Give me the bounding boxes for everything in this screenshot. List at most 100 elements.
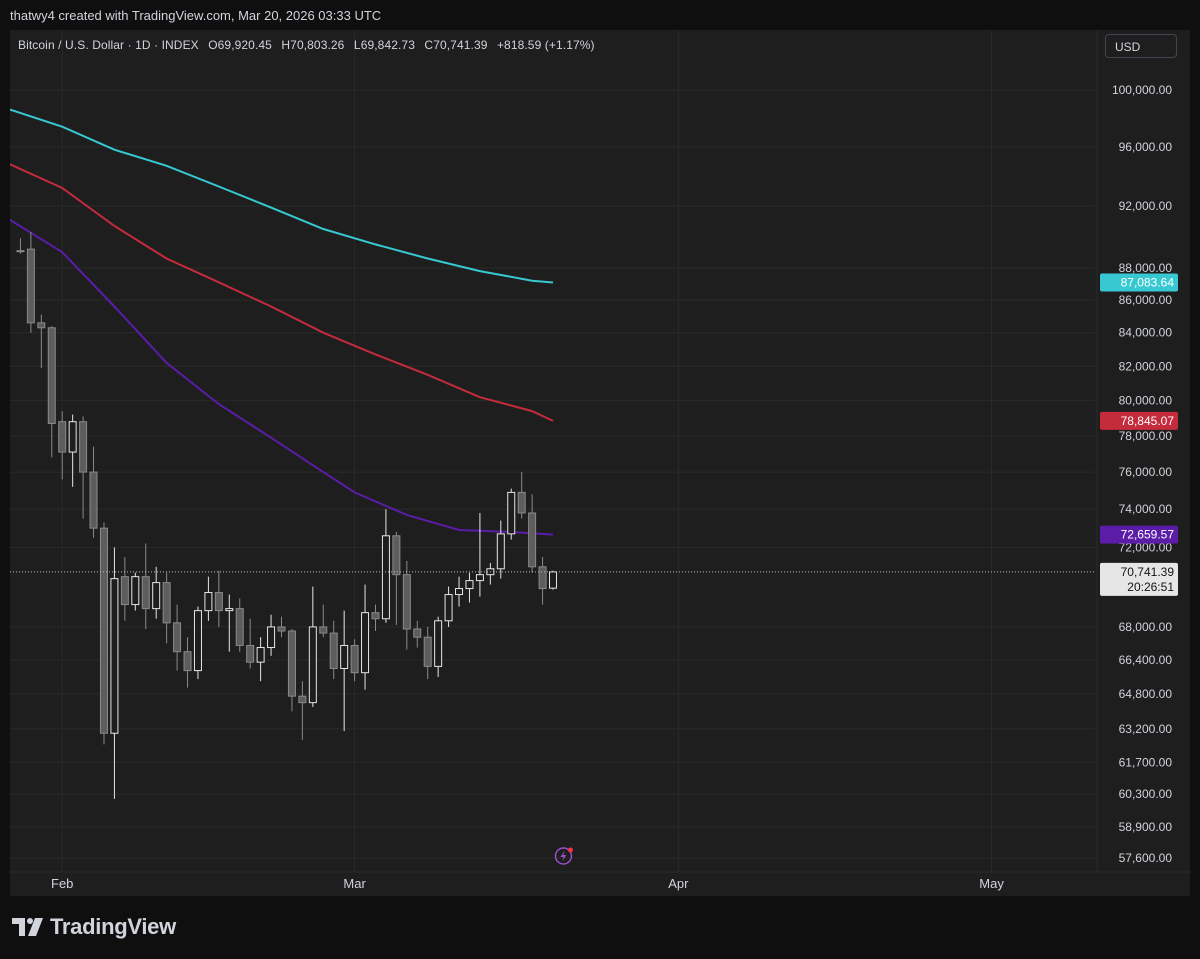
attribution-text: thatwy4 created with TradingView.com, Ma… xyxy=(10,8,382,23)
candle-body[interactable] xyxy=(350,644,359,674)
candle-body[interactable] xyxy=(517,491,526,514)
candle-body[interactable] xyxy=(16,250,25,253)
branding-bar: TradingView xyxy=(0,896,1200,959)
ma-value-tag xyxy=(1100,273,1178,292)
tradingview-logo-text: TradingView xyxy=(50,914,176,939)
candle-body[interactable] xyxy=(256,647,265,663)
open-value: 69,920.45 xyxy=(217,38,272,52)
y-tick-label: 61,700.00 xyxy=(1119,755,1173,769)
currency-button[interactable]: USD xyxy=(1105,34,1177,58)
high-value: 70,803.26 xyxy=(290,38,345,52)
y-tick-label: 57,600.00 xyxy=(1119,851,1173,865)
candle-body[interactable] xyxy=(423,636,432,667)
candle-body[interactable] xyxy=(89,471,98,529)
candle-body[interactable] xyxy=(152,582,161,610)
y-tick-label: 88,000.00 xyxy=(1119,261,1173,275)
x-tick-label: Apr xyxy=(668,876,689,891)
attribution-bar: thatwy4 created with TradingView.com, Ma… xyxy=(0,0,1200,30)
x-tick-label: May xyxy=(979,876,1004,891)
candle-body[interactable] xyxy=(277,626,286,632)
price-chart[interactable]: 100,000.00 96,000.00 92,000.00 88,000.00 86,… xyxy=(10,30,1190,896)
candle-body[interactable] xyxy=(413,628,422,638)
candle-body[interactable] xyxy=(319,626,328,634)
current-price-tag xyxy=(1100,562,1178,596)
candle-body[interactable] xyxy=(37,322,46,329)
y-tick-label: 58,900.00 xyxy=(1119,820,1173,834)
candle-body[interactable] xyxy=(68,421,77,453)
y-tick-label: 100,000.00 xyxy=(1112,83,1172,97)
y-tick-label: 66,400.00 xyxy=(1119,653,1173,667)
candle-body[interactable] xyxy=(507,491,516,535)
y-tick-label: 72,000.00 xyxy=(1119,540,1173,554)
moving-average-line xyxy=(10,108,554,284)
close-value: 70,741.39 xyxy=(433,38,488,52)
high-label: H xyxy=(281,38,291,52)
candle-body[interactable] xyxy=(110,578,119,734)
symbol-title[interactable]: Bitcoin / U.S. Dollar · 1D · INDEX xyxy=(18,38,199,52)
candle-body[interactable] xyxy=(308,626,317,704)
candle-body[interactable] xyxy=(193,610,202,672)
y-tick-label: 92,000.00 xyxy=(1119,199,1173,213)
y-tick-label: 63,200.00 xyxy=(1119,722,1173,736)
ma-value-label: 72,659.57 xyxy=(1121,528,1175,542)
ma-value-label: 78,845.07 xyxy=(1121,414,1175,428)
notification-dot-icon xyxy=(567,847,573,853)
candle-body[interactable] xyxy=(47,327,56,424)
candle-body[interactable] xyxy=(131,576,140,606)
candle-body[interactable] xyxy=(434,620,443,667)
y-tick-label: 78,000.00 xyxy=(1119,429,1173,443)
candle-body[interactable] xyxy=(455,588,464,596)
countdown-label: 20:26:51 xyxy=(1127,580,1174,594)
candle-body[interactable] xyxy=(141,576,150,610)
chart-pane[interactable]: 100,000.00 96,000.00 92,000.00 88,000.00 86,… xyxy=(10,30,1190,896)
candle-body[interactable] xyxy=(402,574,411,630)
candle-body[interactable] xyxy=(496,533,505,570)
candle-body[interactable] xyxy=(235,608,244,646)
moving-average-line xyxy=(10,218,554,536)
candle-body[interactable] xyxy=(381,535,390,620)
candle-body[interactable] xyxy=(246,644,255,663)
low-label: L xyxy=(353,38,361,52)
candle-body[interactable] xyxy=(58,421,67,453)
candle-body[interactable] xyxy=(287,630,296,697)
candle-body[interactable] xyxy=(549,571,558,589)
candle-body[interactable] xyxy=(392,535,401,576)
candle-body[interactable] xyxy=(183,651,192,672)
candle-body[interactable] xyxy=(465,580,474,590)
candle-body[interactable] xyxy=(204,592,213,612)
chart-background xyxy=(10,30,1190,896)
x-tick-label: Feb xyxy=(51,876,73,891)
candle-body[interactable] xyxy=(79,421,88,473)
candle-body[interactable] xyxy=(120,576,129,606)
candle-body[interactable] xyxy=(340,644,349,669)
current-price-label: 70,741.39 xyxy=(1121,565,1175,579)
candle-body[interactable] xyxy=(267,626,276,649)
candle-body[interactable] xyxy=(361,612,370,674)
moving-average-line xyxy=(10,163,554,422)
lightning-bolt-icon xyxy=(560,851,567,861)
ma-value-tag xyxy=(1100,525,1178,544)
candle-body[interactable] xyxy=(99,527,108,734)
y-tick-label: 74,000.00 xyxy=(1119,502,1173,516)
candle-body[interactable] xyxy=(162,582,171,624)
candle-body[interactable] xyxy=(538,566,547,590)
symbol-legend: Bitcoin / U.S. Dollar · 1D · INDEX O69,9… xyxy=(18,38,595,52)
y-tick-label: 84,000.00 xyxy=(1119,326,1173,340)
candle-body[interactable] xyxy=(475,574,484,582)
candle-body[interactable] xyxy=(173,622,182,653)
candle-body[interactable] xyxy=(26,248,35,324)
candle-body[interactable] xyxy=(329,632,338,669)
open-label: O xyxy=(208,38,218,52)
candle-body[interactable] xyxy=(298,695,307,704)
tradingview-logo[interactable]: TradingView xyxy=(12,914,176,940)
candle-body[interactable] xyxy=(371,612,380,620)
y-tick-label: 80,000.00 xyxy=(1119,394,1173,408)
change-value: +818.59 (+1.17%) xyxy=(496,38,595,52)
y-tick-label: 68,000.00 xyxy=(1119,620,1173,634)
candle-body[interactable] xyxy=(528,512,537,568)
candle-body[interactable] xyxy=(225,608,234,612)
y-tick-label: 60,300.00 xyxy=(1119,787,1173,801)
candle-body[interactable] xyxy=(214,592,223,612)
candle-body[interactable] xyxy=(444,594,453,622)
lightning-icon[interactable] xyxy=(554,847,573,865)
